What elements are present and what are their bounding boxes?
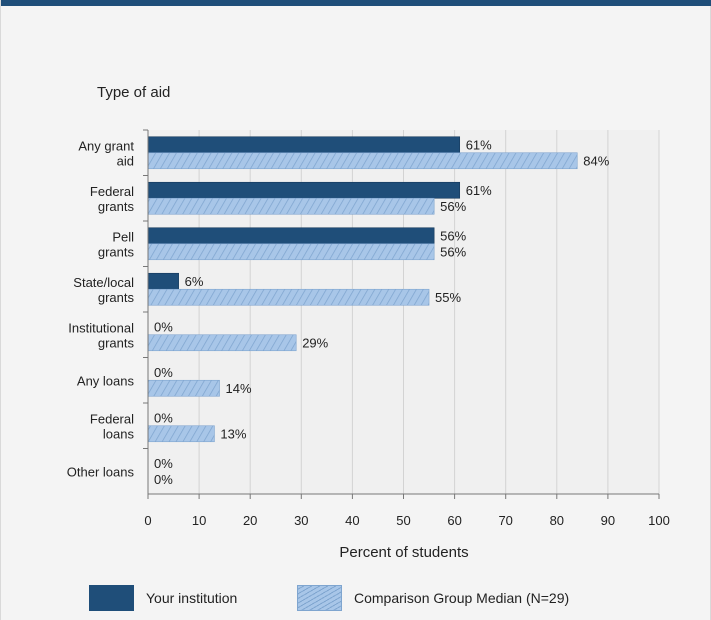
bar-your-institution <box>147 227 435 245</box>
x-tick-label: 20 <box>243 513 257 528</box>
category-label: Any loans <box>77 373 135 388</box>
x-tick-label: 60 <box>447 513 461 528</box>
value-label-your-institution: 56% <box>440 228 466 243</box>
legend-swatch-comparison-group <box>297 585 342 611</box>
value-label-comparison-group: 14% <box>226 381 252 396</box>
legend: Your institution Comparison Group Median… <box>1 584 711 614</box>
x-tick-label: 100 <box>648 513 670 528</box>
value-label-comparison-group: 84% <box>583 153 609 168</box>
category-label: aid <box>117 153 134 168</box>
category-label: State/local <box>73 275 134 290</box>
category-label: Federal <box>90 184 134 199</box>
value-label-comparison-group: 29% <box>302 335 328 350</box>
category-label: Federal <box>90 411 134 426</box>
legend-label-comparison-group: Comparison Group Median (N=29) <box>354 590 570 606</box>
value-label-comparison-group: 55% <box>435 290 461 305</box>
bar-comparison-group <box>147 334 297 352</box>
value-label-your-institution: 0% <box>154 456 173 471</box>
category-label: grants <box>98 290 135 305</box>
category-label: Institutional <box>68 320 134 335</box>
value-label-your-institution: 0% <box>154 410 173 425</box>
category-label: Other loans <box>67 464 135 479</box>
x-tick-label: 40 <box>345 513 359 528</box>
value-label-comparison-group: 0% <box>154 472 173 487</box>
value-label-your-institution: 0% <box>154 319 173 334</box>
bar-your-institution <box>147 272 179 290</box>
category-label: loans <box>103 426 135 441</box>
bar-comparison-group <box>147 425 215 443</box>
category-label: grants <box>98 335 135 350</box>
x-tick-label: 30 <box>294 513 308 528</box>
x-tick-label: 0 <box>144 513 151 528</box>
x-axis-title: Percent of students <box>339 544 468 561</box>
chart-title: Type of aid <box>97 84 170 101</box>
bar-your-institution <box>147 181 461 199</box>
value-label-comparison-group: 56% <box>440 199 466 214</box>
x-tick-label: 10 <box>192 513 206 528</box>
x-tick-label: 50 <box>396 513 410 528</box>
bar-comparison-group <box>147 288 430 306</box>
legend-label-your-institution: Your institution <box>146 590 238 606</box>
category-label: grants <box>98 199 135 214</box>
bar-comparison-group <box>147 152 578 170</box>
x-tick-label: 70 <box>498 513 512 528</box>
value-label-comparison-group: 13% <box>220 426 246 441</box>
value-label-your-institution: 61% <box>466 137 492 152</box>
x-tick-label: 80 <box>550 513 564 528</box>
bar-comparison-group <box>147 243 435 261</box>
bar-chart: Type of aid 0 10 20 30 40 50 60 70 80 90 100 Any gr… <box>67 84 670 561</box>
x-tick-label: 90 <box>601 513 615 528</box>
value-label-comparison-group: 56% <box>440 244 466 259</box>
bar-comparison-group <box>147 197 435 215</box>
top-accent-bar <box>1 0 711 6</box>
category-label: grants <box>98 244 135 259</box>
value-label-your-institution: 61% <box>466 183 492 198</box>
bar-comparison-group <box>147 379 220 397</box>
bar-your-institution <box>147 136 461 154</box>
value-label-your-institution: 6% <box>185 274 204 289</box>
legend-swatch-your-institution <box>89 585 134 611</box>
category-label: Pell <box>112 229 134 244</box>
value-label-your-institution: 0% <box>154 365 173 380</box>
category-label: Any grant <box>78 138 134 153</box>
